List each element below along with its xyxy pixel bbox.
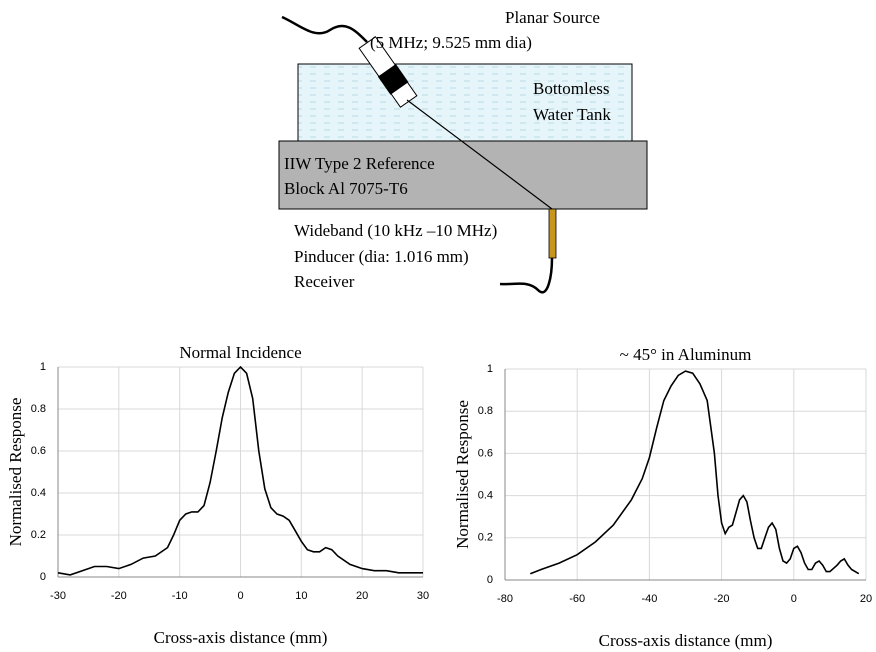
y-axis-label: Normalised Response (6, 398, 25, 547)
x-axis-label: Cross-axis distance (mm) (154, 628, 328, 647)
source-cable (281, 15, 368, 43)
x-tick-label: -80 (497, 593, 513, 605)
data-line (57, 365, 423, 576)
x-tick-label: -40 (641, 593, 657, 605)
y-tick-label: 0 (487, 574, 493, 586)
y-tick-label: 0.6 (31, 445, 46, 457)
diagram: Planar Source (5 MHz; 9.525 mm dia) Bott… (278, 8, 648, 294)
label: IIW Type 2 Reference (284, 154, 435, 173)
y-tick-label: 0.8 (31, 403, 46, 415)
x-tick-label: -60 (569, 593, 585, 605)
label: Pinducer (dia: 1.016 mm) (294, 247, 469, 266)
x-tick-label: -10 (172, 590, 188, 602)
label: Receiver (294, 272, 355, 291)
x-tick-label: 10 (295, 590, 307, 602)
x-tick-label: 0 (791, 593, 797, 605)
pinducer (548, 208, 557, 259)
x-tick-label: 20 (860, 593, 872, 605)
y-tick-label: 0 (40, 571, 46, 583)
y-axis-label: Normalised Response (453, 400, 472, 549)
label: Block Al 7075-T6 (284, 179, 408, 198)
x-axis-label: Cross-axis distance (mm) (599, 631, 773, 650)
x-tick-label: -30 (50, 590, 66, 602)
y-tick-label: 0.4 (31, 487, 46, 499)
x-tick-label: -20 (111, 590, 127, 602)
chart-title: ~ 45° in Aluminum (620, 345, 752, 364)
y-tick-label: 0.2 (31, 529, 46, 541)
beam-path (406, 99, 553, 210)
chart-title: Normal Incidence (179, 343, 301, 362)
y-tick-label: 0.2 (478, 532, 493, 544)
y-tick-label: 1 (487, 363, 493, 375)
y-tick-label: 0.8 (478, 405, 493, 417)
x-tick-label: 30 (417, 590, 429, 602)
label: (5 MHz; 9.525 mm dia) (370, 33, 532, 52)
y-tick-label: 1 (40, 361, 46, 373)
x-tick-label: 0 (237, 590, 243, 602)
x-tick-label: 20 (356, 590, 368, 602)
label: Bottomless (533, 79, 610, 98)
label: Planar Source (505, 8, 600, 27)
x-tick-label: -20 (714, 593, 730, 605)
y-tick-label: 0.4 (478, 490, 493, 502)
receiver-cable (499, 257, 554, 294)
label: Wideband (10 kHz –10 MHz) (294, 221, 497, 240)
reference-block (278, 140, 648, 210)
y-tick-label: 0.6 (478, 447, 493, 459)
data-line (530, 370, 860, 575)
label: Water Tank (533, 105, 611, 124)
water-tank (297, 63, 633, 142)
